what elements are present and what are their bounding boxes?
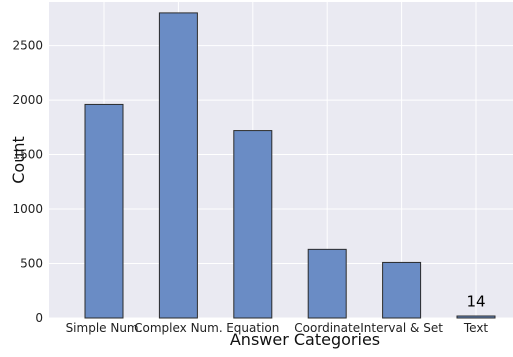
x-tick-label: Coordinate xyxy=(294,321,360,335)
bars xyxy=(84,12,496,319)
y-tick-label: 1000 xyxy=(12,202,43,216)
bar xyxy=(456,315,496,319)
data-labels: 14 xyxy=(466,292,485,310)
y-tick-label: 1500 xyxy=(12,148,43,162)
y-axis-label: Count xyxy=(9,136,28,184)
x-tick-label: Text xyxy=(463,321,489,335)
x-tick-label: Simple Num. xyxy=(66,321,143,335)
x-tick-label: Interval & Set xyxy=(360,321,443,335)
y-tick-label: 500 xyxy=(20,257,43,271)
bar xyxy=(84,103,124,319)
bar xyxy=(233,130,273,319)
plot-area xyxy=(49,2,513,318)
bar xyxy=(307,248,347,319)
x-tick-labels: Simple Num.Complex Num. Equation Coordinat… xyxy=(66,321,489,335)
y-tick-label: 0 xyxy=(35,311,43,325)
y-tick-labels: 0 500 1000 1500 2000 2500 xyxy=(12,39,43,325)
data-label: 14 xyxy=(466,292,485,310)
y-tick-label: 2000 xyxy=(12,93,43,107)
x-tick-label: Complex Num. xyxy=(134,321,223,335)
y-tick-label: 2500 xyxy=(12,39,43,53)
bar xyxy=(158,12,198,319)
x-axis-label: Answer Categories xyxy=(230,330,380,349)
x-tick-label: Equation xyxy=(226,321,279,335)
bar xyxy=(382,261,422,319)
